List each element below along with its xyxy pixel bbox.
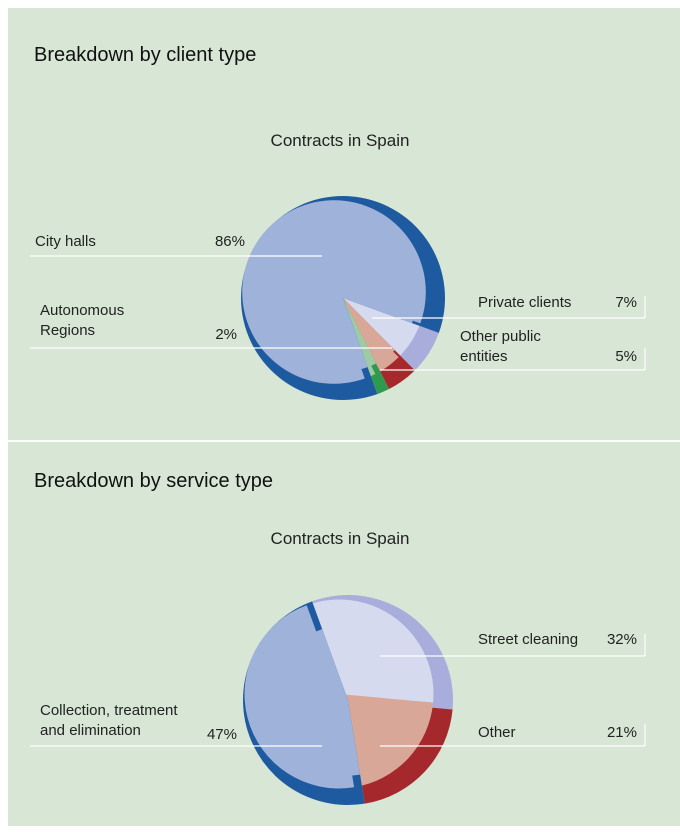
category-label: Private clients <box>478 294 572 311</box>
value-label: 21% <box>606 724 637 741</box>
pie-slice <box>306 595 453 710</box>
category-label: City halls <box>35 233 96 250</box>
category-label: Street cleaning <box>478 631 579 648</box>
slice-inner <box>348 700 424 775</box>
value-label: 2% <box>215 326 237 343</box>
chart-title: Contracts in Spain <box>270 131 410 150</box>
category-label: Other <box>478 724 516 741</box>
slice-inner <box>272 628 361 776</box>
category-label: Other public entities <box>460 328 541 365</box>
slice-inner <box>343 298 413 351</box>
slice-inner <box>269 224 417 372</box>
section-heading: Breakdown by client type <box>34 44 257 66</box>
slice-inner <box>343 298 377 368</box>
pie-slice <box>339 694 453 804</box>
value-label: 7% <box>615 294 637 311</box>
value-label: 86% <box>214 233 245 250</box>
pie-slice <box>243 601 365 805</box>
pie-slice <box>334 292 439 371</box>
value-label: 32% <box>606 631 637 648</box>
chart-title: Contracts in Spain <box>270 529 410 548</box>
pie-slice <box>241 196 446 400</box>
section-heading: Breakdown by service type <box>34 470 274 492</box>
category-label: Autonomous Regions <box>40 302 125 339</box>
category-label: Collection, treatment and elimination <box>40 702 178 739</box>
value-label: 5% <box>615 348 637 365</box>
slice-inner <box>343 298 395 364</box>
value-label: 47% <box>206 726 237 743</box>
slice-inner <box>322 624 424 707</box>
